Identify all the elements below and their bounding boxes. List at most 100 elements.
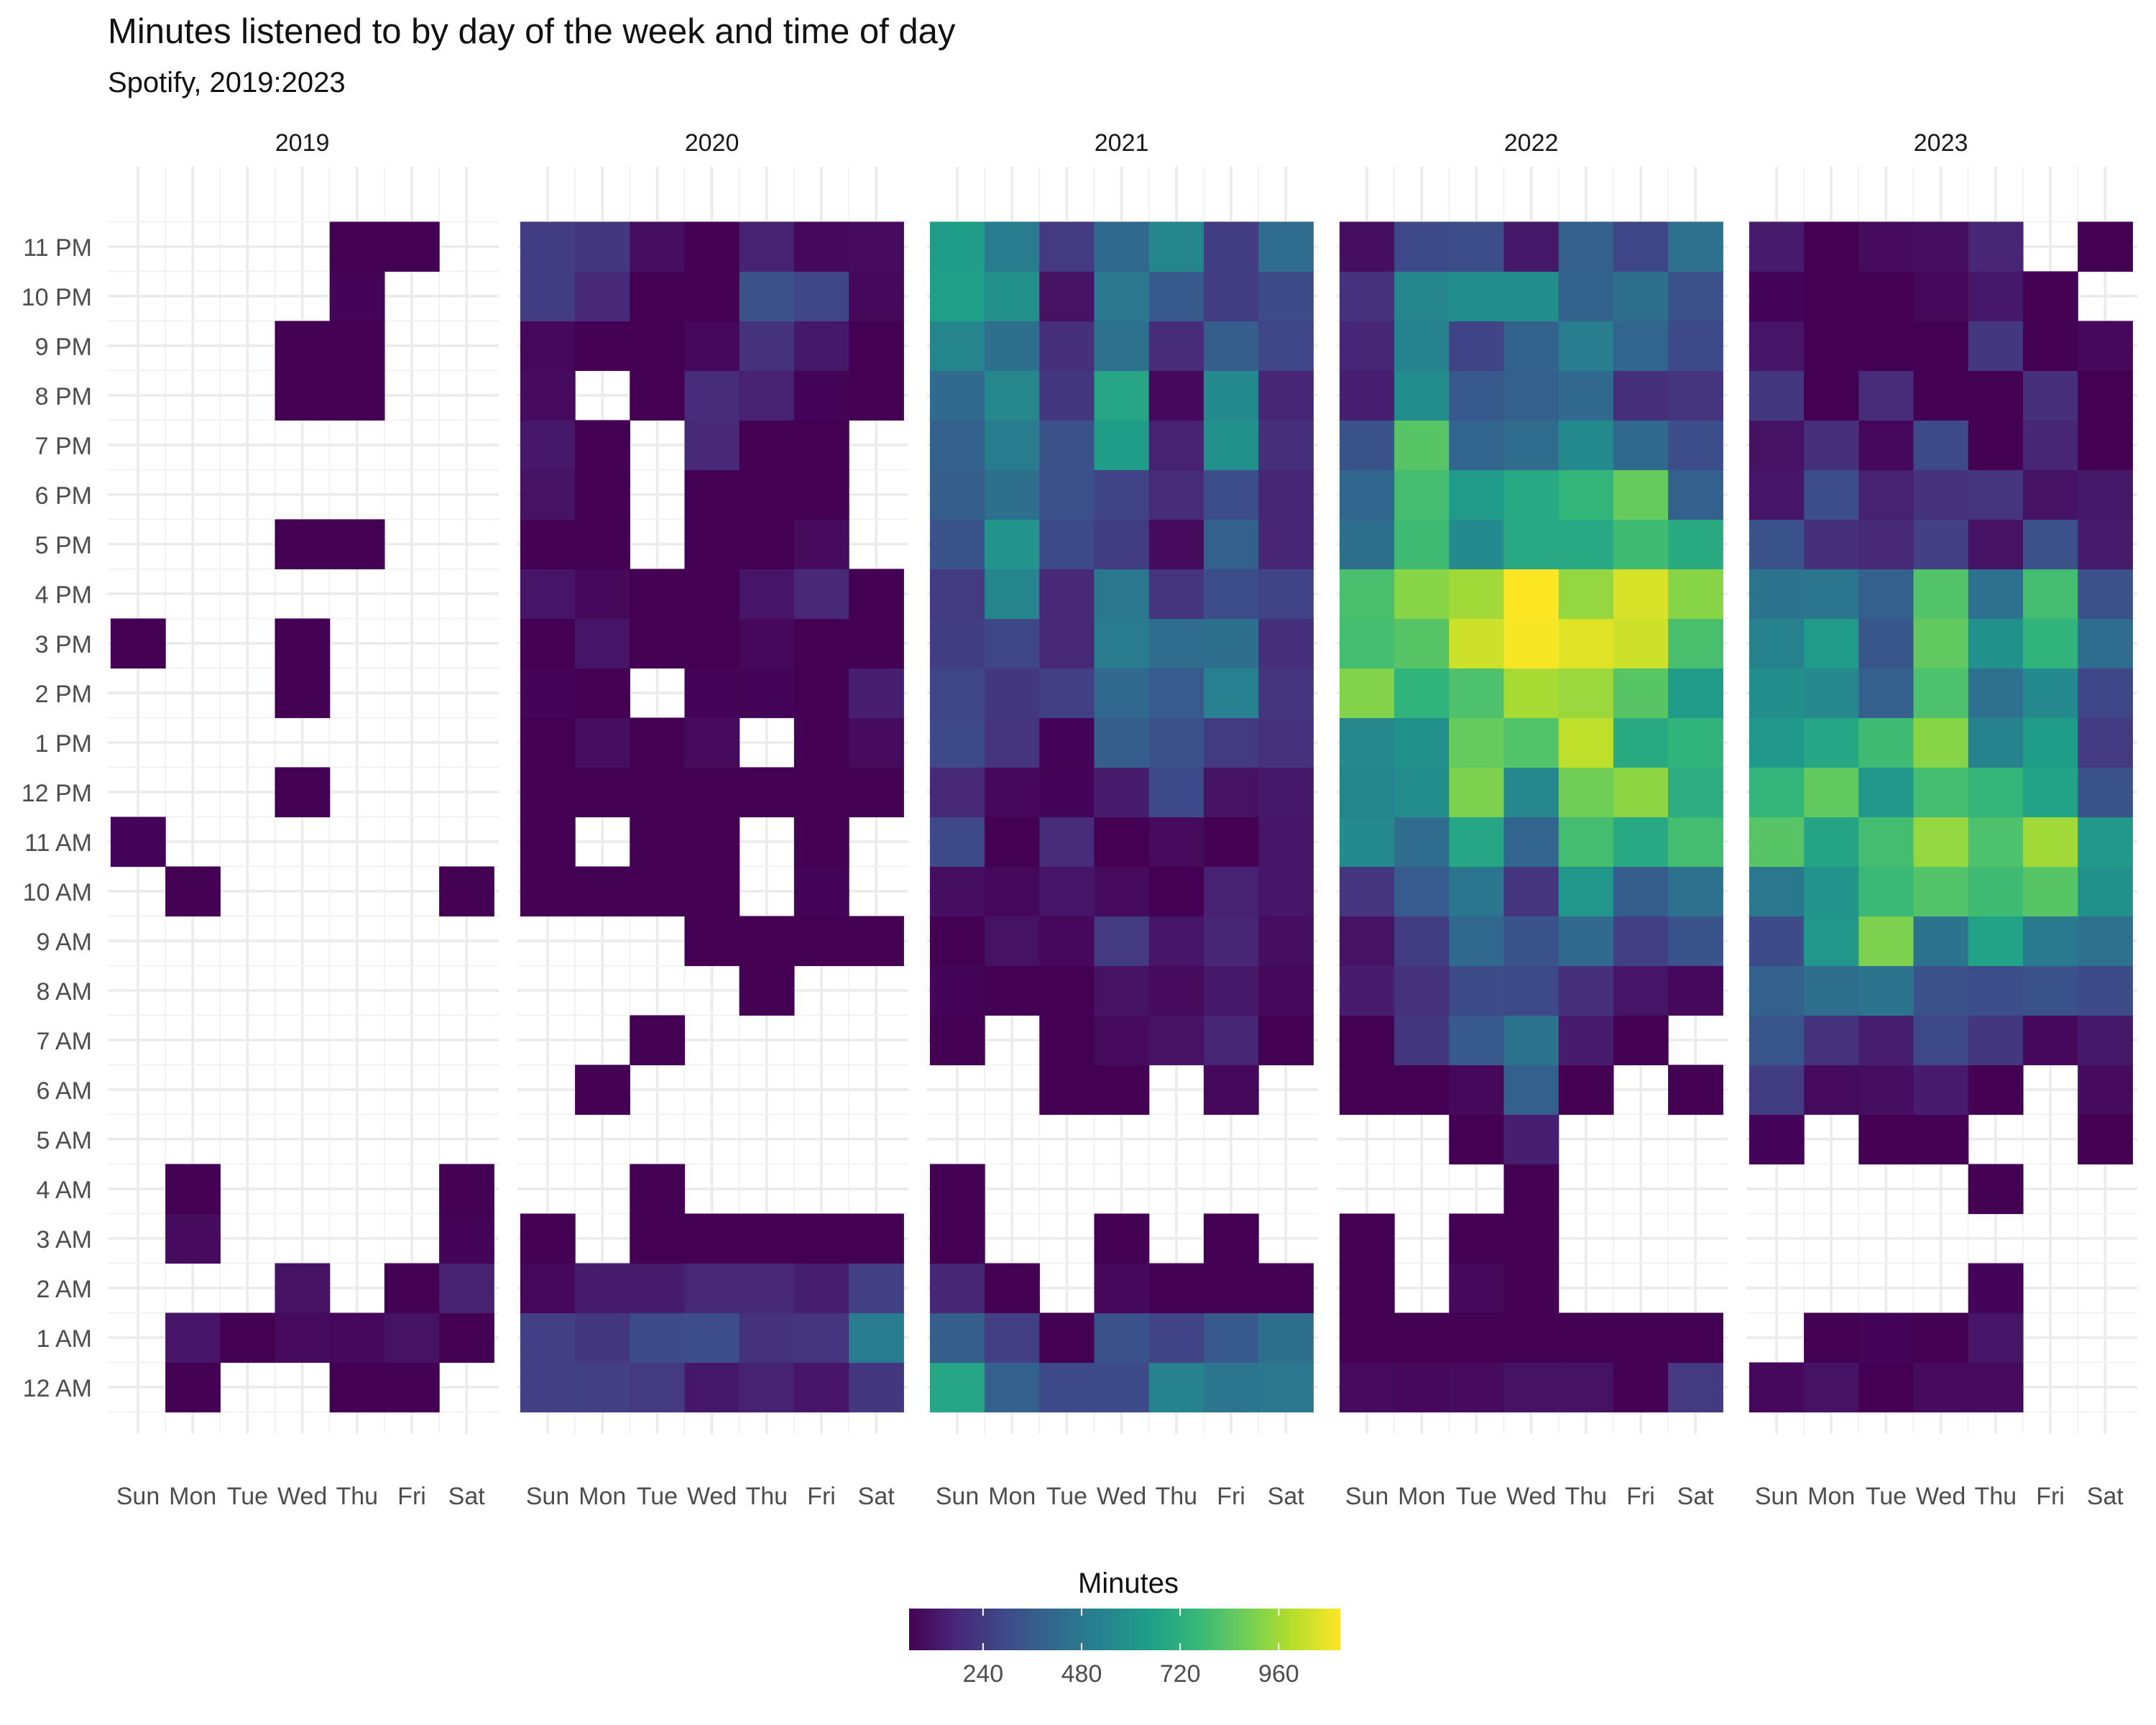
heatmap-cell	[1804, 916, 1859, 967]
heatmap-cell	[1968, 1015, 2024, 1066]
heatmap-cell	[1503, 618, 1560, 669]
heatmap-cell	[1258, 767, 1314, 818]
heatmap-cell	[1339, 1015, 1395, 1066]
heatmap-cell	[1968, 1164, 2024, 1215]
heatmap-cell	[1148, 1312, 1204, 1363]
heatmap-cell	[2022, 717, 2078, 768]
heatmap-cell	[929, 1263, 985, 1314]
heatmap-cell	[793, 767, 849, 818]
heatmap-cell	[1913, 717, 1969, 768]
heatmap-cell	[110, 816, 166, 868]
heatmap-cell	[1668, 767, 1723, 818]
heatmap-cell	[1968, 271, 2024, 322]
heatmap-cell	[1094, 1213, 1150, 1264]
heatmap-cell	[739, 569, 795, 620]
heatmap-cell	[2022, 321, 2078, 372]
heatmap-cell	[929, 717, 985, 768]
heatmap-cell	[1339, 1312, 1395, 1363]
heatmap-cell	[275, 1312, 331, 1363]
heatmap-cell	[985, 816, 1040, 868]
heatmap-cell	[1913, 618, 1969, 669]
heatmap-cell	[575, 420, 630, 471]
heatmap-cell	[1258, 668, 1314, 719]
heatmap-cell	[1968, 469, 2024, 520]
heatmap-cell	[575, 767, 630, 818]
heatmap-cell	[1394, 469, 1450, 520]
heatmap-cell	[1339, 221, 1395, 272]
heatmap-cell	[1148, 916, 1204, 967]
heatmap-cell	[849, 1263, 904, 1314]
heatmap-cell	[1394, 1064, 1450, 1116]
heatmap-cell	[985, 321, 1040, 372]
heatmap-cell	[1968, 1064, 2024, 1116]
heatmap-cell	[1858, 1312, 1915, 1363]
heatmap-cell	[1804, 1064, 1859, 1116]
heatmap-cell	[575, 1064, 630, 1116]
x-tick-label: Sun	[526, 1483, 570, 1510]
heatmap-cell	[985, 866, 1040, 917]
y-tick-label: 4 AM	[37, 1177, 92, 1204]
heatmap-cell	[439, 1213, 494, 1264]
heatmap-cell	[1749, 370, 1805, 421]
heatmap-cell	[1558, 519, 1614, 570]
heatmap-cell	[1148, 420, 1204, 471]
heatmap-tiles	[1339, 221, 1723, 1413]
heatmap-cell	[985, 370, 1040, 421]
heatmap-cell	[793, 816, 849, 868]
x-tick-label: Thu	[1156, 1483, 1198, 1510]
heatmap-cell	[1804, 816, 1859, 868]
heatmap-cell	[929, 965, 985, 1016]
facet-label: 2019	[275, 129, 330, 157]
heatmap-cell	[1258, 965, 1314, 1016]
heatmap-cell	[1613, 866, 1669, 917]
heatmap-cell	[1503, 370, 1560, 421]
heatmap-cell	[2078, 866, 2133, 917]
heatmap-cell	[929, 1164, 985, 1215]
heatmap-cell	[929, 271, 985, 322]
heatmap-cell	[1858, 420, 1915, 471]
heatmap-cell	[684, 1362, 740, 1413]
heatmap-cell	[1749, 916, 1805, 967]
heatmap-cell	[929, 1213, 985, 1264]
heatmap-cell	[1668, 618, 1723, 669]
y-tick-label: 5 AM	[37, 1127, 92, 1154]
heatmap-cell	[1394, 717, 1450, 768]
heatmap-cell	[1394, 965, 1450, 1016]
y-tick-label: 6 AM	[37, 1077, 92, 1105]
heatmap-cell	[1558, 1015, 1614, 1066]
heatmap-cell	[1039, 519, 1095, 570]
heatmap-cell	[1804, 321, 1859, 372]
heatmap-cell	[1858, 1114, 1915, 1165]
heatmap-cell	[2078, 469, 2133, 520]
heatmap-cell	[1148, 717, 1204, 768]
heatmap-cell	[1804, 1362, 1859, 1413]
x-tick-label: Thu	[1975, 1483, 2017, 1510]
heatmap-cell	[1039, 767, 1095, 818]
facet-panel-2019: 2019 Sun Mon Tue Wed Thu Fri Sat	[108, 129, 499, 1510]
x-tick-label: Sat	[2087, 1483, 2124, 1510]
heatmap-cell	[1449, 569, 1505, 620]
heatmap-cell	[849, 916, 904, 967]
heatmap-cell	[1148, 271, 1204, 322]
heatmap-cell	[1094, 519, 1150, 570]
heatmap-cell	[1668, 420, 1723, 471]
heatmap-cell	[1858, 767, 1915, 818]
heatmap-cell	[1258, 618, 1314, 669]
heatmap-cell	[2022, 618, 2078, 669]
heatmap-cell	[1503, 1114, 1560, 1165]
heatmap-cell	[1804, 271, 1859, 322]
heatmap-cell	[1668, 866, 1723, 917]
heatmap-cell	[1613, 1312, 1669, 1363]
heatmap-cell	[630, 767, 686, 818]
heatmap-cell	[684, 767, 740, 818]
heatmap-cell	[929, 816, 985, 868]
heatmap-cell	[1668, 717, 1723, 768]
heatmap-cell	[1449, 1362, 1505, 1413]
heatmap-cell	[985, 1362, 1040, 1413]
heatmap-cell	[329, 1312, 385, 1363]
heatmap-cell	[1449, 321, 1505, 372]
heatmap-cell	[684, 1213, 740, 1264]
heatmap-cell	[1558, 1312, 1614, 1363]
heatmap-cell	[165, 1362, 221, 1413]
heatmap-cell	[1148, 469, 1204, 520]
